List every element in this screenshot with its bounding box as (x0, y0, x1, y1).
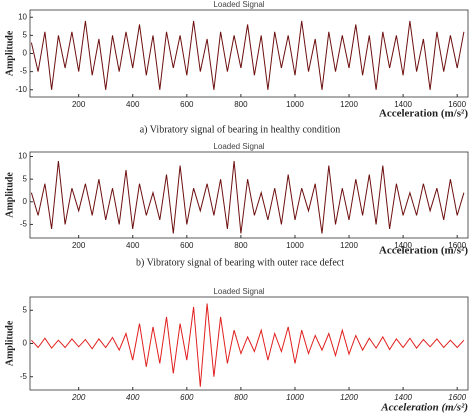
y-tick-label: 0 (23, 339, 28, 348)
y-tick-label: -5 (20, 220, 28, 229)
x-tick-label: 200 (72, 241, 86, 250)
x-tick-label: 1400 (394, 393, 412, 402)
x-tick-label: 1400 (394, 100, 412, 109)
x-tick-label: 400 (126, 241, 140, 250)
x-tick-label: 600 (180, 393, 194, 402)
chart-title: Loaded Signal (213, 0, 264, 9)
x-tick-label: 800 (234, 100, 248, 109)
chart-title: Loaded Signal (213, 287, 264, 296)
y-tick-label: 0 (23, 49, 28, 58)
x-tick-label: 800 (234, 241, 248, 250)
signal-line (30, 161, 465, 234)
y-axis-label: Amplitude (4, 30, 15, 76)
y-tick-label: -5 (20, 67, 28, 76)
y-tick-label: -10 (15, 85, 27, 94)
x-tick-label: 1200 (340, 393, 358, 402)
x-tick-label: 800 (234, 393, 248, 402)
signal-line (31, 303, 465, 387)
y-tick-label: 10 (18, 12, 27, 21)
x-axis-label: Acceleration (m/s²) (379, 245, 468, 257)
x-axis-label: Acceleration (m/s²) (379, 108, 468, 120)
x-tick-label: 200 (72, 100, 86, 109)
y-axis-label: Amplitude (4, 320, 15, 366)
x-axis-label: Acceleration (m/s²) (380, 402, 468, 414)
x-tick-label: 1400 (394, 241, 412, 250)
x-tick-label: 1000 (286, 100, 304, 109)
x-tick-label: 600 (180, 100, 194, 109)
x-tick-label: 400 (126, 393, 140, 402)
y-tick-label: 5 (23, 30, 28, 39)
x-tick-label: 200 (71, 393, 86, 402)
chart-title: Loaded Signal (213, 142, 264, 151)
y-tick-label: 10 (18, 152, 27, 161)
x-tick-label: 1600 (448, 393, 466, 402)
x-tick-label: 1000 (286, 393, 304, 402)
x-tick-label: 1000 (286, 241, 304, 250)
x-tick-label: 400 (126, 100, 140, 109)
x-tick-label: 1200 (340, 241, 358, 250)
caption: a) Vibratory signal of bearing in health… (140, 124, 341, 135)
x-tick-label: 600 (180, 241, 194, 250)
caption: b) Vibratory signal of bearing with oute… (136, 257, 344, 268)
y-axis-label: Amplitude (4, 172, 15, 218)
plot-frame (29, 9, 469, 98)
y-tick-label: 5 (23, 174, 28, 183)
y-tick-label: -5 (20, 372, 28, 381)
x-tick-label: 1200 (340, 100, 358, 109)
x-tick-label: 1600 (448, 100, 466, 109)
x-tick-label: 1600 (448, 241, 466, 250)
signal-line (30, 20, 465, 90)
y-tick-label: 0 (23, 197, 28, 206)
y-tick-label: 5 (23, 305, 28, 314)
